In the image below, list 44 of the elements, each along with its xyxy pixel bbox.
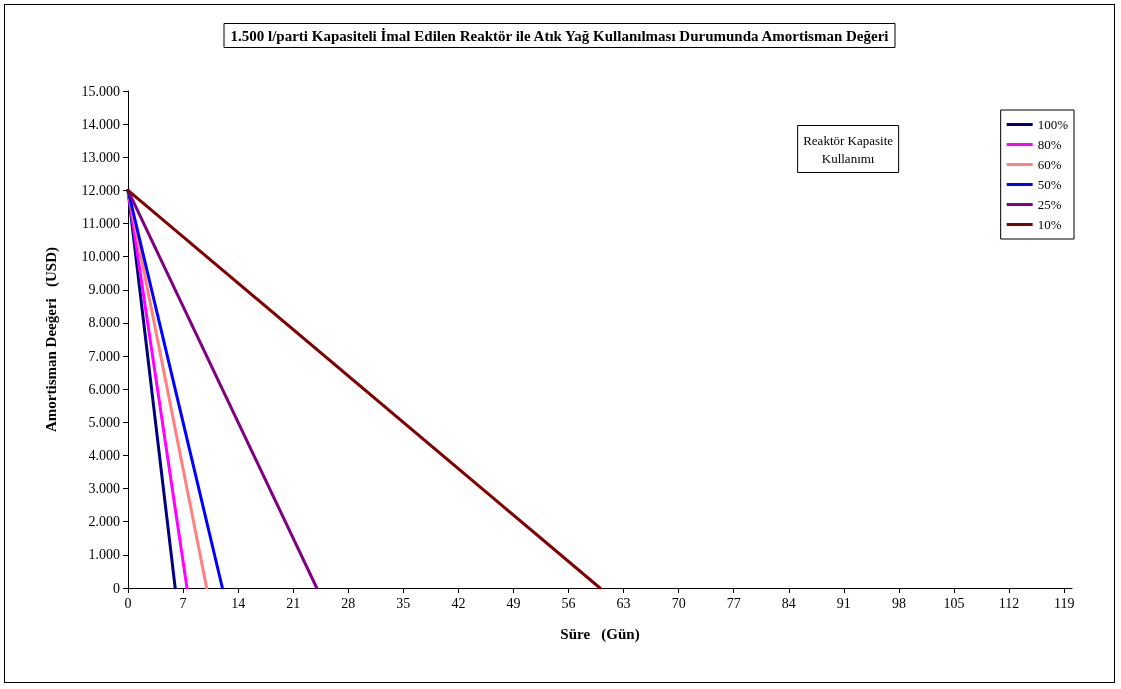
x-tick-label: 91 [836,595,851,611]
y-axis-title: Amortisman Deeğeri (USD) [42,247,60,432]
x-tick-label: 49 [506,595,521,611]
y-tick-label: 10.000 [81,249,120,265]
legend-label: 80% [1037,137,1062,152]
x-tick-label: 112 [998,595,1020,611]
legend-label: 25% [1037,197,1062,212]
legend-label: 10% [1037,217,1062,232]
legend-label: 50% [1037,177,1062,192]
x-tick-label: 28 [341,595,356,611]
legend-label: 60% [1037,157,1062,172]
x-tick-label: 14 [231,595,246,611]
y-tick-label: 8.000 [88,315,120,331]
y-tick-label: 7.000 [88,348,120,364]
legend-label: 100% [1037,117,1069,132]
x-tick-label: 42 [451,595,466,611]
chart-title: 1.500 l/parti Kapasiteli İmal Edilen Reaktör ile Atık Yağ Kullanılması Durumunda Amortisman Değeri [230,27,889,44]
x-tick-label: 21 [286,595,301,611]
x-tick-label: 119 [1053,595,1075,611]
x-tick-label: 0 [124,595,132,611]
x-tick-label: 84 [781,595,796,611]
x-tick-label: 56 [561,595,576,611]
x-tick-label: 77 [726,595,741,611]
y-tick-label: 12.000 [81,182,120,198]
x-tick-label: 7 [179,595,187,611]
x-tick-label: 35 [396,595,411,611]
y-tick-label: 11.000 [82,216,120,232]
y-tick-label: 4.000 [88,447,120,463]
y-tick-label: 3.000 [88,481,120,497]
y-tick-label: 2.000 [88,514,120,530]
x-tick-label: 105 [943,595,965,611]
y-tick-label: 14.000 [81,116,120,132]
y-tick-label: 1.000 [88,547,120,563]
y-tick-label: 13.000 [81,149,120,165]
y-tick-label: 5.000 [88,414,120,430]
y-tick-label: 15.000 [81,83,120,99]
y-tick-label: 9.000 [88,282,120,298]
x-tick-label: 98 [891,595,906,611]
y-tick-label: 0 [113,580,120,596]
legend-title: Reaktör Kapasite Kullanımı [803,132,894,166]
y-tick-label: 6.000 [88,381,120,397]
x-axis-title: Süre (Gün) [560,625,640,643]
x-tick-label: 70 [671,595,686,611]
x-tick-label: 63 [616,595,631,611]
